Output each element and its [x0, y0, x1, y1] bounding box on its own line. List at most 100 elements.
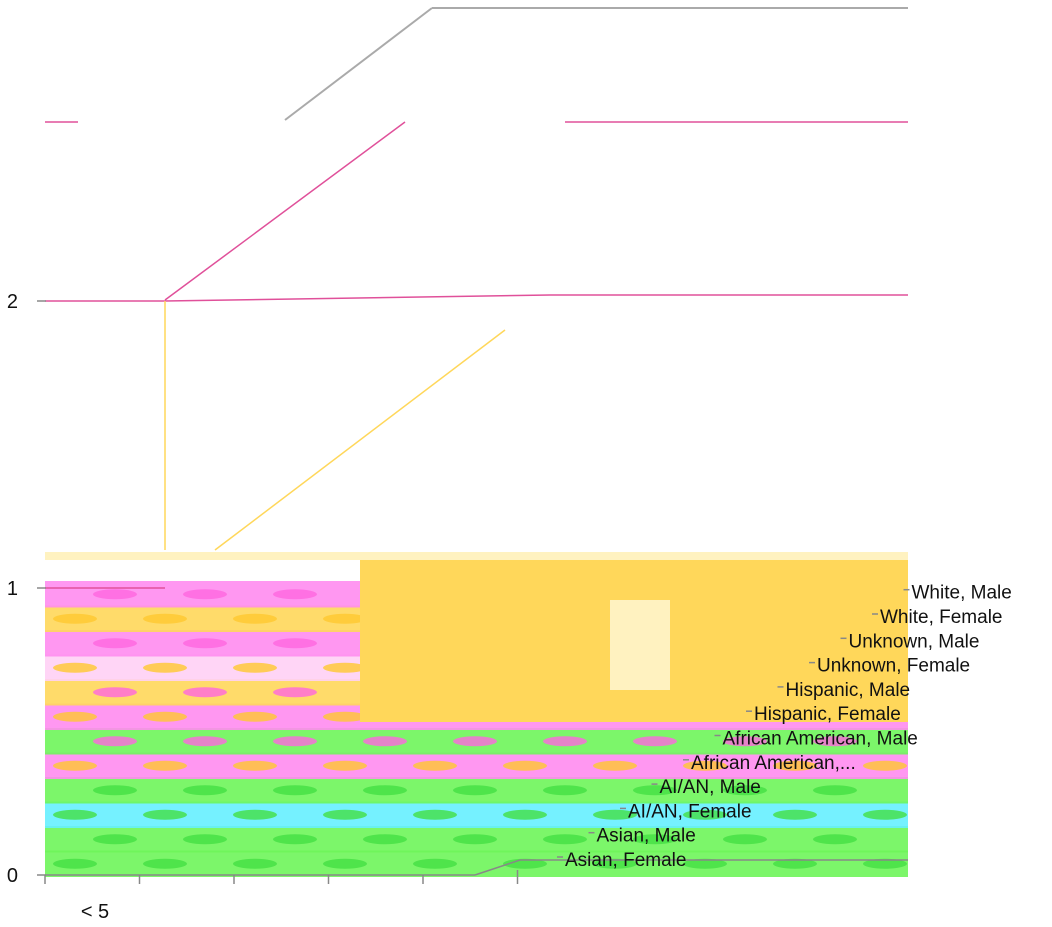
x-axis-depth [474, 859, 521, 876]
depth-label: AI/AN, Female [628, 801, 752, 822]
axes [37, 300, 910, 884]
floor-ellipse [323, 760, 367, 771]
floor-ellipse [273, 834, 317, 845]
floor-ellipse [723, 785, 767, 796]
floor-ellipse [183, 736, 227, 747]
floor-ellipse [183, 589, 227, 600]
floor-ellipse [543, 785, 587, 796]
floor-ellipse [93, 834, 137, 845]
depth-label: White, Male [912, 583, 1012, 604]
back-wall-top [45, 552, 908, 560]
floor-ellipse [183, 638, 227, 649]
floor-ellipse [683, 858, 727, 869]
y-tick-label: 1 [7, 578, 18, 600]
wall-slant [214, 329, 506, 551]
floor-ellipse [413, 760, 457, 771]
floor-ellipse [323, 613, 367, 624]
floor-ellipse [323, 662, 367, 673]
depth-label: Hispanic, Female [754, 704, 901, 725]
floor-ellipse [183, 834, 227, 845]
floor-ellipse [93, 687, 137, 698]
floor-ellipse [413, 858, 457, 869]
floor-ellipse [233, 662, 277, 673]
floor-ellipse [863, 760, 907, 771]
floor-row-2 [45, 801, 908, 828]
floor-ellipse [183, 687, 227, 698]
depth-label: Hispanic, Male [786, 680, 911, 701]
floor-ellipse [233, 760, 277, 771]
floor-ellipse [143, 809, 187, 820]
depth-label: Unknown, Male [849, 631, 980, 652]
floor-ellipse [143, 760, 187, 771]
floor-ellipse [813, 785, 857, 796]
floor-ellipse [323, 711, 367, 722]
floor-ellipse [503, 809, 547, 820]
floor-row-4 [45, 752, 908, 779]
floor-ellipse [413, 809, 457, 820]
floor-ellipse [93, 589, 137, 600]
floor-ellipse [273, 638, 317, 649]
floor-ellipse [183, 785, 227, 796]
floor-ellipse [363, 785, 407, 796]
floor-ellipse [453, 736, 497, 747]
gridline-slant [164, 294, 551, 302]
depth-label: African American,... [691, 753, 856, 774]
floor-ellipse [593, 809, 637, 820]
y-tick-label: 2 [7, 291, 18, 313]
back-wall-highlight [610, 600, 670, 690]
floor-ellipse [633, 736, 677, 747]
gridlines [45, 7, 908, 589]
floor-ellipse [363, 736, 407, 747]
floor-ellipse [143, 858, 187, 869]
labels: 0 1 2 < 5 Asian, Female Asian, Male AI/AN, Fem… [7, 291, 1012, 923]
floor-ellipse [93, 785, 137, 796]
floor-ellipse [53, 858, 97, 869]
gridline-upper-slant [164, 121, 406, 301]
floor-ellipse [543, 834, 587, 845]
depth-label: Unknown, Female [817, 656, 970, 677]
floor-ellipse [143, 711, 187, 722]
floor-ellipse [143, 613, 187, 624]
floor-ellipse [273, 736, 317, 747]
floor-ellipse [543, 736, 587, 747]
floor-ellipse [93, 638, 137, 649]
floor-ellipse [143, 662, 187, 673]
depth-label: AI/AN, Male [660, 777, 761, 798]
floor-ellipse [273, 687, 317, 698]
floor-ellipse [863, 858, 907, 869]
floor-ellipse [363, 834, 407, 845]
floor-ellipse [323, 858, 367, 869]
floor-row-0 [45, 850, 908, 877]
top-boundary-slant [284, 7, 433, 121]
floor-ellipse [93, 736, 137, 747]
floor-ellipse [323, 809, 367, 820]
floor-ellipse [773, 809, 817, 820]
floor-ellipse [233, 613, 277, 624]
floor-ellipse [683, 809, 727, 820]
depth-label: White, Female [880, 607, 1002, 628]
depth-label: Asian, Male [597, 826, 696, 847]
floor-ellipse [633, 834, 677, 845]
floor-ellipse [813, 834, 857, 845]
floor-ellipse [593, 760, 637, 771]
floor-ellipse [273, 785, 317, 796]
floor-ellipse [503, 760, 547, 771]
floor-ellipse [453, 785, 497, 796]
floor-ellipse [773, 858, 817, 869]
floor-ellipse [53, 809, 97, 820]
floor-ellipse [233, 809, 277, 820]
floor-ellipse [233, 711, 277, 722]
floor-ellipse [53, 760, 97, 771]
plot-background [45, 552, 908, 877]
floor-ellipse [273, 589, 317, 600]
floor-ellipse [723, 834, 767, 845]
floor-ellipse [773, 760, 817, 771]
depth-label: African American, Male [723, 729, 918, 750]
y-tick-label: 0 [7, 865, 18, 887]
x-tick-label: < 5 [81, 901, 109, 922]
floor-ellipse [633, 785, 677, 796]
floor-ellipse [233, 858, 277, 869]
depth-label: Asian, Female [565, 850, 686, 871]
floor-ellipse [593, 858, 637, 869]
